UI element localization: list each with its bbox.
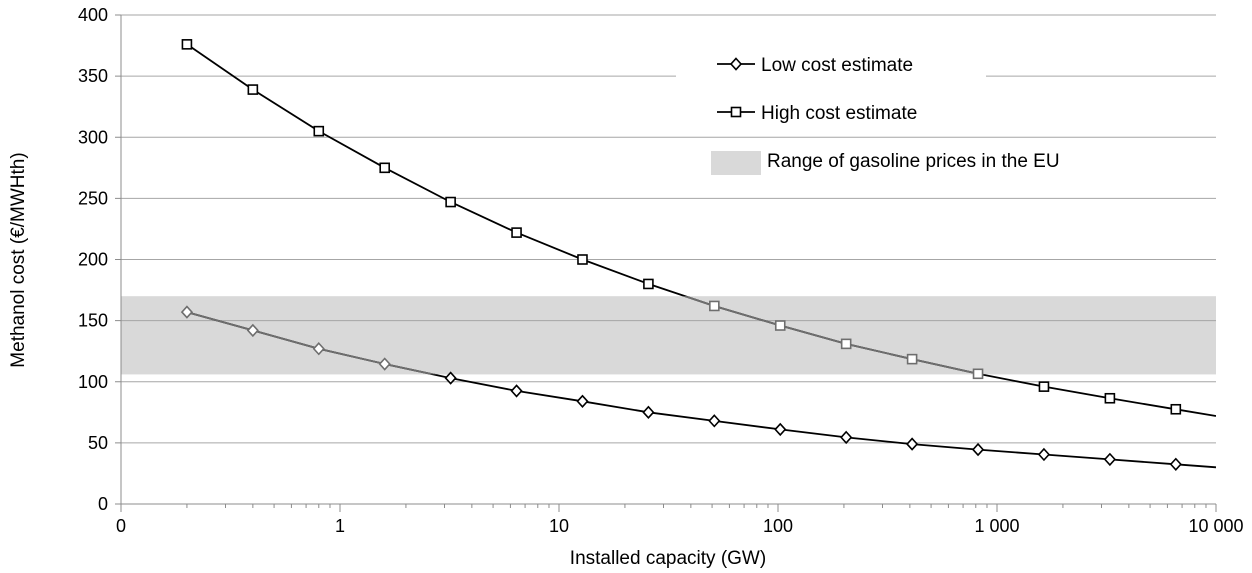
y-tick-label: 250 (78, 188, 108, 208)
x-tick-label: 1 000 (974, 516, 1019, 536)
x-tick-label: 100 (763, 516, 793, 536)
data-point (445, 196, 456, 208)
data-point (730, 106, 742, 118)
data-point (1038, 381, 1050, 392)
data-point (642, 405, 655, 420)
data-point (313, 125, 325, 137)
data-point (774, 320, 786, 331)
data-point (576, 394, 589, 408)
data-point (708, 414, 721, 428)
data-point (774, 422, 787, 437)
data-point (510, 384, 523, 398)
data-point (379, 162, 391, 174)
y-tick-label: 200 (78, 250, 108, 270)
x-tick-label: 10 000 (1188, 516, 1243, 536)
y-tick-label: 50 (88, 433, 108, 453)
series-low-cost-estimate (180, 305, 1216, 471)
series-high-cost-estimate (181, 39, 1216, 417)
data-point (1170, 403, 1182, 415)
data-point (577, 254, 588, 265)
y-axis-title: Methanol cost (€/MWHth) (8, 152, 29, 367)
gridlines (121, 14, 1216, 444)
data-point (180, 305, 194, 319)
data-point (906, 353, 918, 365)
data-point (643, 278, 654, 290)
legend-label: Low cost estimate (761, 55, 913, 76)
legend-label: High cost estimate (761, 103, 917, 124)
data-point (247, 84, 259, 95)
y-tick-label: 150 (78, 311, 108, 331)
y-tick-label: 350 (78, 66, 108, 86)
gasoline-price-band (121, 296, 1216, 375)
data-point (729, 57, 743, 71)
data-point (444, 371, 457, 385)
data-point (709, 300, 720, 312)
data-point (906, 437, 919, 451)
legend-band-swatch (711, 151, 761, 175)
data-point (378, 357, 391, 371)
data-point (246, 323, 259, 338)
data-point (1169, 457, 1182, 471)
data-point (1104, 392, 1116, 404)
legend-background (676, 44, 986, 106)
gasoline-price-band-layer (121, 296, 1216, 375)
data-point (840, 430, 853, 445)
y-tick-label: 0 (98, 494, 108, 514)
y-tick-label: 400 (78, 5, 108, 25)
x-tick-label: 0 (116, 516, 126, 536)
data-point (971, 442, 985, 457)
data-point (181, 39, 193, 50)
data-point (1037, 447, 1051, 462)
series-line-in-band (186, 311, 438, 375)
data-point (1103, 452, 1116, 467)
series-layer (180, 39, 1216, 471)
data-point (511, 227, 522, 238)
y-tick-label: 100 (78, 372, 108, 392)
data-point (840, 338, 852, 350)
x-axis-title: Installed capacity (GW) (570, 548, 766, 569)
x-tick-label: 1 (335, 516, 345, 536)
legend-label: Range of gasoline prices in the EU (767, 151, 1060, 172)
axes: 0 50 100 150 200 250 300 350 400 0 1 10 100 1 000 10 0… (78, 5, 1244, 536)
x-tick-label: 10 (549, 516, 569, 536)
legend: Low cost estimate High cost estimate Range… (676, 44, 1060, 175)
y-tick-label: 300 (78, 127, 108, 147)
data-point (312, 342, 325, 356)
data-point (972, 368, 984, 380)
